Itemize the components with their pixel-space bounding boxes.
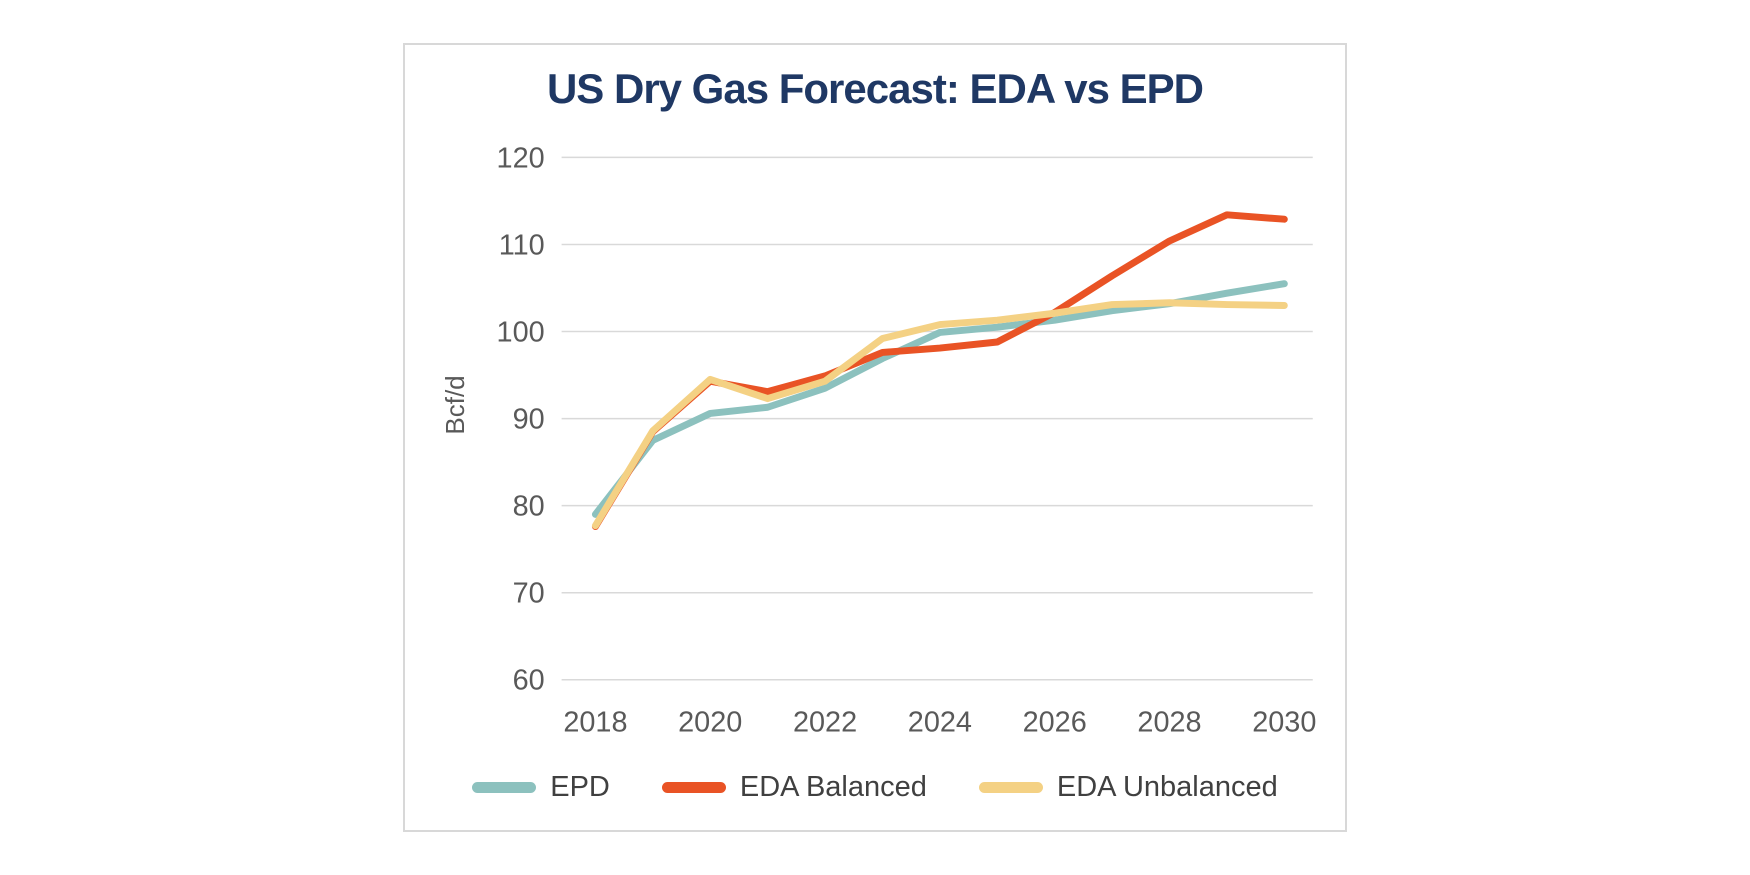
legend-label-eda-unbalanced: EDA Unbalanced	[1056, 771, 1278, 803]
legend-label-epd: EPD	[550, 771, 610, 803]
x-tick-label-2026: 2026	[1023, 707, 1087, 739]
x-tick-label-2020: 2020	[678, 707, 742, 739]
y-tick-label-110: 110	[499, 229, 545, 261]
legend: EPD EDA Balanced EDA Unbalanced	[405, 771, 1345, 804]
y-axis-title: Bcf/d	[439, 375, 470, 435]
chart-panel: US Dry Gas Forecast: EDA vs EPD 60 70 80 90…	[403, 43, 1347, 832]
line-chart-plot-area: 60 70 80 90 100 110 120 2018 2020 2022 2024 2026 202…	[497, 142, 1317, 739]
legend-label-eda-balanced: EDA Balanced	[739, 771, 927, 803]
y-tick-label-60: 60	[513, 665, 545, 697]
series-line-eda-unbalanced	[591, 299, 1288, 530]
series-line-epd	[591, 280, 1288, 518]
y-tick-label-70: 70	[513, 578, 545, 610]
y-tick-label-90: 90	[513, 404, 545, 436]
legend-swatch-epd	[472, 782, 537, 793]
y-tick-label-80: 80	[513, 491, 545, 523]
legend-item-epd: EPD	[472, 771, 610, 804]
legend-item-eda-unbalanced: EDA Unbalanced	[978, 771, 1278, 804]
legend-swatch-eda-balanced	[661, 782, 726, 793]
x-tick-label-2022: 2022	[793, 707, 857, 739]
x-tick-label-2018: 2018	[563, 707, 627, 739]
legend-item-eda-balanced: EDA Balanced	[661, 771, 927, 804]
chart-title: US Dry Gas Forecast: EDA vs EPD	[546, 65, 1204, 112]
x-tick-label-2024: 2024	[908, 707, 972, 739]
y-tick-label-100: 100	[497, 316, 545, 348]
legend-swatch-eda-unbalanced	[978, 782, 1043, 793]
x-tick-label-2028: 2028	[1137, 707, 1201, 739]
x-tick-label-2030: 2030	[1252, 707, 1316, 739]
y-tick-label-120: 120	[497, 142, 545, 174]
series-line-eda-balanced	[591, 211, 1288, 531]
